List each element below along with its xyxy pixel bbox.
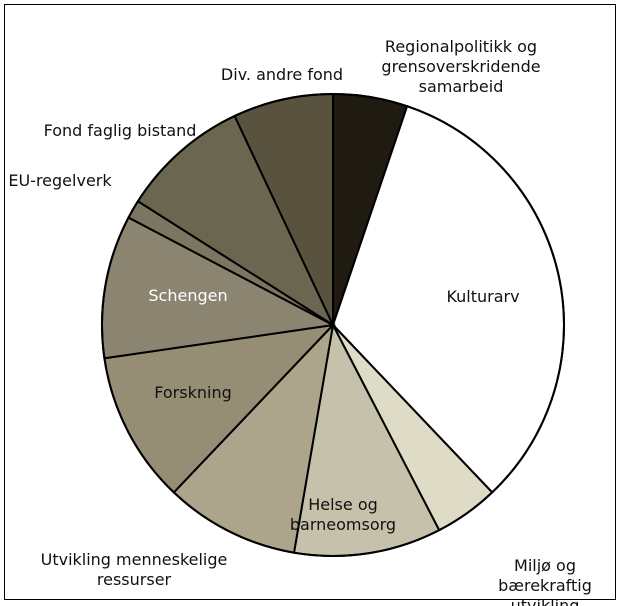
frame xyxy=(4,4,616,600)
slice-label: EU-regelverk xyxy=(8,171,112,190)
slice-label: Utvikling menneskelige ressurser xyxy=(40,550,228,589)
slice-label: Regionalpolitikk og grensoverskridende s… xyxy=(381,37,541,96)
slice-label: Miljø og bærekraftig utvikling xyxy=(498,556,592,606)
slice-label: Div. andre fond xyxy=(220,65,344,84)
slice-label: Helse og barneomsorg xyxy=(289,495,397,534)
slice-label: Schengen xyxy=(148,286,228,305)
pie-outline xyxy=(101,93,565,557)
slice-label: Kulturarv xyxy=(446,287,520,306)
slice-label: Fond faglig bistand xyxy=(43,121,197,140)
slice-label: Forskning xyxy=(154,383,232,402)
